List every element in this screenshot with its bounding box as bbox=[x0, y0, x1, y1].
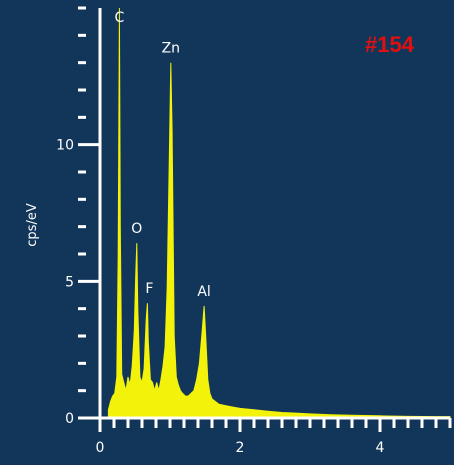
x-tick-label: 4 bbox=[376, 440, 385, 456]
x-tick-label: 0 bbox=[96, 440, 105, 456]
y-tick-label: 5 bbox=[65, 274, 74, 290]
sample-number-tag: #154 bbox=[365, 32, 415, 57]
spectrum-area bbox=[107, 7, 451, 419]
y-axis-label: cps/eV bbox=[25, 203, 40, 247]
axes-layer bbox=[78, 6, 452, 432]
labels-layer: 0 5 10 0 2 4 C O F Zn Al bbox=[56, 10, 384, 456]
y-tick-label: 0 bbox=[65, 411, 74, 427]
peak-label-zn: Zn bbox=[162, 41, 180, 57]
spectrum-layer bbox=[107, 7, 451, 419]
x-tick-label: 2 bbox=[236, 440, 245, 456]
y-tick-label: 10 bbox=[56, 138, 74, 154]
peak-label-f: F bbox=[145, 281, 153, 297]
peak-label-o: O bbox=[131, 221, 142, 237]
peak-label-al: Al bbox=[197, 284, 210, 300]
peak-label-c: C bbox=[114, 10, 124, 26]
